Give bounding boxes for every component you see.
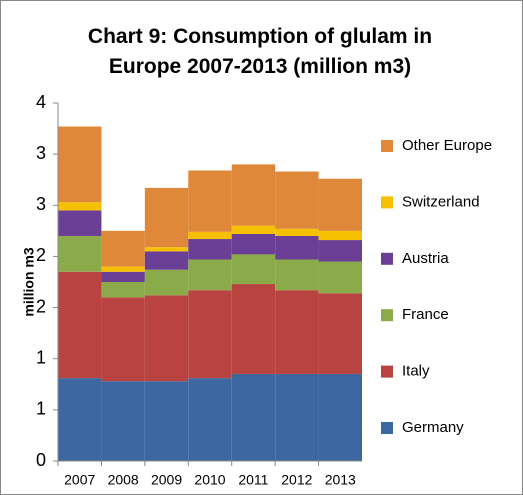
bar-segment [101, 297, 145, 382]
bar-segment [188, 378, 232, 461]
bar-segment [144, 187, 189, 248]
y-tick-label: 1 [36, 399, 46, 419]
bar-segment [318, 261, 362, 294]
chart-title: Chart 9: Consumption of glulam in Europe… [87, 25, 433, 78]
x-tick-label: 2010 [194, 472, 225, 488]
legend-swatch [381, 365, 393, 378]
bar-segment [188, 231, 232, 240]
bar-segment [188, 259, 232, 291]
bar-segment [231, 233, 276, 255]
legend-label: Germany [402, 419, 464, 436]
x-tick-label: 2011 [238, 472, 268, 488]
y-axis-label: million m3 [21, 247, 37, 316]
bar-segment [144, 251, 189, 270]
bar-segment [58, 378, 102, 461]
bar-segment [58, 271, 102, 379]
y-tick-label: 1 [36, 347, 46, 367]
bar-segment [231, 225, 276, 234]
legend-label: Austria [402, 250, 449, 267]
y-tick-label: 2 [36, 296, 46, 316]
legend-swatch [381, 422, 393, 434]
legend-swatch [381, 140, 393, 152]
bar-segment [275, 290, 319, 375]
bar-segment [101, 271, 145, 282]
bar-segment [231, 374, 276, 461]
bar-segment [275, 259, 319, 291]
bar-segment [101, 266, 145, 272]
x-tick-label: 2007 [64, 472, 95, 488]
bar-segment [188, 239, 232, 260]
bar-segment [144, 269, 189, 296]
y-tick-label: 2 [36, 245, 46, 265]
legend-swatch [381, 252, 393, 265]
y-tick-label: 3 [36, 143, 46, 163]
x-tick-label: 2012 [281, 472, 312, 488]
bar-segment [318, 293, 362, 375]
bar-segment [144, 295, 189, 382]
bar-segment [318, 374, 362, 461]
y-tick-label: 4 [36, 92, 46, 112]
bar-segment [58, 235, 102, 272]
bar-segment [144, 381, 189, 461]
bar-segment [275, 235, 319, 260]
legend-swatch [381, 309, 393, 322]
bar-segment [101, 282, 145, 298]
bar-segment [58, 210, 102, 236]
bar-segment [275, 171, 319, 229]
bar-segment [318, 230, 362, 241]
bar-segment [231, 164, 276, 226]
y-tick-label: 0 [36, 450, 46, 470]
bar-segment [58, 202, 102, 211]
legend-label: France [402, 306, 449, 323]
bar-segment [101, 381, 145, 461]
bar-segment [231, 284, 276, 375]
legend-label: Switzerland [402, 193, 480, 210]
x-tick-label: 2013 [325, 472, 356, 488]
x-tick-label: 2008 [108, 472, 139, 488]
bar-segment [318, 240, 362, 262]
legend-label: Italy [402, 363, 430, 380]
bar-segment [275, 228, 319, 236]
bar-segment [58, 126, 102, 203]
bar-segment [275, 374, 319, 461]
bar-segment [101, 230, 145, 267]
bar-segment [188, 290, 232, 379]
x-tick-label: 2009 [151, 472, 182, 488]
bar-segment [318, 178, 362, 231]
bar-segment [144, 247, 189, 252]
legend-swatch [381, 196, 393, 209]
y-tick-label: 3 [36, 194, 46, 214]
bar-segment [231, 254, 276, 285]
bar-segment [188, 170, 232, 232]
legend-label: Other Europe [402, 137, 492, 154]
